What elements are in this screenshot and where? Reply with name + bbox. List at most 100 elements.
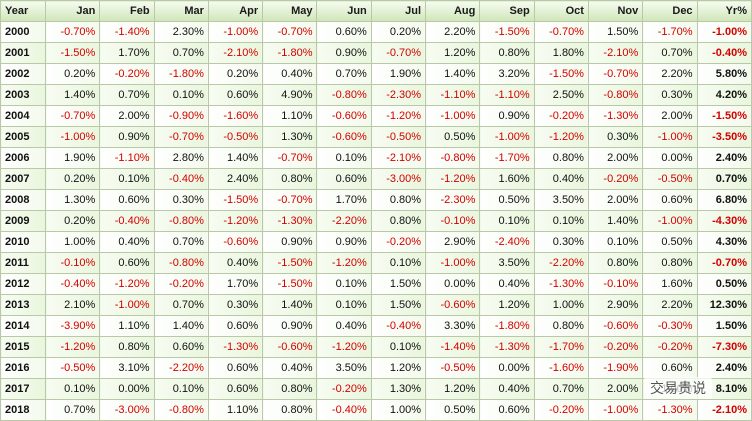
- month-return-cell: 0.10%: [44, 378, 101, 400]
- column-header: Feb: [99, 0, 155, 22]
- month-return-cell: 2.90%: [587, 294, 644, 316]
- month-return-cell: 0.60%: [99, 189, 155, 211]
- year-cell: 2011: [0, 252, 46, 274]
- month-return-cell: -0.70%: [153, 126, 209, 148]
- year-return-cell: 4.30%: [696, 231, 752, 253]
- table-body: 2000 -0.70% -1.40% 2.30% -1.00% -0.70% 0.60% 0.…: [0, 21, 752, 421]
- column-header: Apr: [207, 0, 264, 22]
- column-header: Dec: [642, 0, 698, 22]
- month-return-cell: -1.30%: [587, 105, 644, 127]
- month-return-cell: 2.00%: [587, 378, 644, 400]
- month-return-cell: 0.00%: [99, 378, 155, 400]
- month-return-cell: 0.40%: [262, 357, 318, 379]
- month-return-cell: -1.70%: [533, 336, 589, 358]
- month-return-cell: 1.10%: [99, 315, 155, 337]
- year-cell: 2009: [0, 210, 46, 232]
- month-return-cell: -0.40%: [370, 315, 427, 337]
- month-return-cell: 0.50%: [425, 399, 481, 421]
- month-return-cell: 0.20%: [44, 63, 101, 85]
- month-return-cell: 0.10%: [479, 210, 535, 232]
- month-return-cell: 0.10%: [316, 294, 372, 316]
- column-header: Yr%: [696, 0, 752, 22]
- month-return-cell: -1.00%: [587, 399, 644, 421]
- month-return-cell: -1.40%: [425, 336, 481, 358]
- year-cell: 2003: [0, 84, 46, 106]
- table-row: 2005 -1.00% 0.90% -0.70% -0.50% 1.30% -0.60% -0…: [0, 126, 752, 148]
- month-return-cell: -1.50%: [262, 273, 318, 295]
- year-cell: 2016: [0, 357, 46, 379]
- year-return-cell: 6.80%: [696, 189, 752, 211]
- month-return-cell: -2.10%: [207, 42, 264, 64]
- month-return-cell: 1.20%: [425, 378, 481, 400]
- month-return-cell: -0.80%: [153, 252, 209, 274]
- table-row: 2004 -0.70% 2.00% -0.90% -1.60% 1.10% -0.60% -1…: [0, 105, 752, 127]
- month-return-cell: 0.60%: [207, 84, 264, 106]
- month-return-cell: 0.90%: [316, 42, 372, 64]
- month-return-cell: -0.50%: [425, 357, 481, 379]
- table-row: 2006 1.90% -1.10% 2.80% 1.40% -0.70% 0.10% -2.1…: [0, 147, 752, 169]
- year-cell: 2000: [0, 21, 46, 43]
- month-return-cell: -0.30%: [642, 315, 698, 337]
- month-return-cell: 0.40%: [262, 63, 318, 85]
- year-return-cell: -1.50%: [696, 105, 752, 127]
- month-return-cell: -0.60%: [316, 105, 372, 127]
- month-return-cell: -3.00%: [370, 168, 427, 190]
- month-return-cell: -0.70%: [262, 21, 318, 43]
- month-return-cell: -1.00%: [44, 126, 101, 148]
- month-return-cell: 1.00%: [44, 231, 101, 253]
- table-row: 2017 0.10% 0.00% 0.10% 0.60% 0.80% -0.20% 1.30%…: [0, 378, 752, 400]
- month-return-cell: -0.10%: [44, 252, 101, 274]
- month-return-cell: 1.10%: [207, 399, 264, 421]
- month-return-cell: 0.20%: [44, 210, 101, 232]
- month-return-cell: 0.70%: [44, 399, 101, 421]
- month-return-cell: 0.80%: [587, 252, 644, 274]
- year-cell: 2018: [0, 399, 46, 421]
- month-return-cell: 2.00%: [587, 147, 644, 169]
- year-cell: 2006: [0, 147, 46, 169]
- month-return-cell: -0.70%: [44, 21, 101, 43]
- month-return-cell: 1.00%: [533, 294, 589, 316]
- table-row: 2015 -1.20% 0.80% 0.60% -1.30% -0.60% -1.20% 0.…: [0, 336, 752, 358]
- column-header: Nov: [587, 0, 644, 22]
- month-return-cell: 1.20%: [479, 294, 535, 316]
- month-return-cell: -2.20%: [533, 252, 589, 274]
- month-return-cell: -2.10%: [370, 147, 427, 169]
- month-return-cell: 2.20%: [425, 21, 481, 43]
- year-cell: 2004: [0, 105, 46, 127]
- month-return-cell: 0.90%: [99, 126, 155, 148]
- table-row: 2016 -0.50% 3.10% -2.20% 0.60% 0.40% 3.50% 1.20…: [0, 357, 752, 379]
- month-return-cell: 0.20%: [44, 168, 101, 190]
- month-return-cell: -1.30%: [207, 336, 264, 358]
- month-return-cell: -0.70%: [262, 189, 318, 211]
- month-return-cell: -0.70%: [370, 42, 427, 64]
- month-return-cell: -1.30%: [642, 399, 698, 421]
- month-return-cell: 0.70%: [642, 42, 698, 64]
- month-return-cell: -0.40%: [99, 210, 155, 232]
- month-return-cell: 0.50%: [425, 126, 481, 148]
- table-row: 2003 1.40% 0.70% 0.10% 0.60% 4.90% -0.80% -2.30…: [0, 84, 752, 106]
- year-return-cell: -3.50%: [696, 126, 752, 148]
- month-return-cell: 1.80%: [533, 42, 589, 64]
- month-return-cell: 3.20%: [479, 63, 535, 85]
- month-return-cell: -1.30%: [533, 273, 589, 295]
- month-return-cell: -0.70%: [587, 63, 644, 85]
- month-return-cell: -1.20%: [44, 336, 101, 358]
- month-return-cell: -0.60%: [207, 231, 264, 253]
- month-return-cell: -1.00%: [99, 294, 155, 316]
- month-return-cell: -0.40%: [316, 399, 372, 421]
- month-return-cell: 0.10%: [316, 273, 372, 295]
- month-return-cell: -1.60%: [533, 357, 589, 379]
- year-return-cell: -7.30%: [696, 336, 752, 358]
- month-return-cell: 0.50%: [479, 189, 535, 211]
- column-header: Aug: [425, 0, 481, 22]
- month-return-cell: -1.20%: [99, 273, 155, 295]
- month-return-cell: 2.10%: [44, 294, 101, 316]
- table-row: 2008 1.30% 0.60% 0.30% -1.50% -0.70% 1.70% 0.80…: [0, 189, 752, 211]
- year-return-cell: -1.00%: [696, 21, 752, 43]
- month-return-cell: -1.80%: [153, 63, 209, 85]
- month-return-cell: 0.90%: [262, 315, 318, 337]
- month-return-cell: -0.70%: [533, 21, 589, 43]
- month-return-cell: 0.70%: [99, 84, 155, 106]
- month-return-cell: 0.70%: [153, 42, 209, 64]
